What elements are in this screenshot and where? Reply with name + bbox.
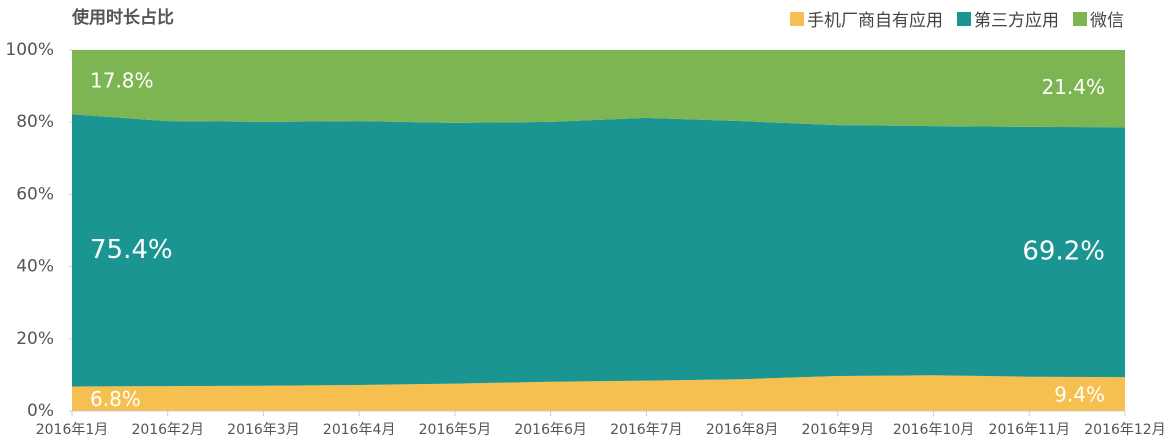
- x-tick-label: 2016年5月: [419, 422, 492, 438]
- legend-label: 第三方应用: [974, 11, 1059, 31]
- x-tick-label: 2016年12月: [1084, 422, 1165, 438]
- x-tick-label: 2016年1月: [36, 422, 109, 438]
- y-tick-label: 80%: [16, 112, 54, 132]
- y-tick-label: 100%: [5, 40, 54, 60]
- legend: 手机厂商自有应用 第三方应用 微信: [790, 6, 1124, 31]
- x-tick-label: 2016年11月: [989, 422, 1070, 438]
- x-tick-label: 2016年6月: [514, 422, 587, 438]
- data-label: 69.2%: [1022, 237, 1105, 267]
- area: [72, 50, 1125, 128]
- data-label: 6.8%: [90, 387, 141, 411]
- x-tick-label: 2016年7月: [610, 422, 683, 438]
- legend-label: 手机厂商自有应用: [807, 11, 943, 31]
- legend-item: 微信: [1073, 6, 1124, 31]
- legend-item: 第三方应用: [957, 6, 1059, 31]
- x-tick-label: 2016年8月: [706, 422, 779, 438]
- chart-title: 使用时长占比: [71, 7, 174, 28]
- y-tick-label: 60%: [16, 184, 54, 204]
- area: [72, 375, 1125, 411]
- y-tick-label: 40%: [16, 257, 54, 277]
- data-label: 17.8%: [90, 69, 154, 93]
- y-tick-label: 20%: [16, 329, 54, 349]
- legend-swatch: [790, 11, 804, 26]
- x-tick-label: 2016年2月: [131, 422, 204, 438]
- legend-item: 手机厂商自有应用: [790, 6, 943, 31]
- legend-swatch: [957, 11, 971, 26]
- x-tick-label: 2016年4月: [323, 422, 396, 438]
- data-label: 9.4%: [1054, 383, 1105, 407]
- x-tick-label: 2016年3月: [227, 422, 300, 438]
- x-tick-label: 2016年10月: [893, 422, 974, 438]
- y-tick-label: 0%: [27, 401, 54, 421]
- data-label: 75.4%: [90, 235, 173, 265]
- area: [72, 114, 1125, 387]
- legend-swatch: [1073, 11, 1087, 26]
- data-label: 21.4%: [1041, 75, 1105, 99]
- legend-label: 微信: [1090, 11, 1124, 31]
- x-tick-label: 2016年9月: [802, 422, 875, 438]
